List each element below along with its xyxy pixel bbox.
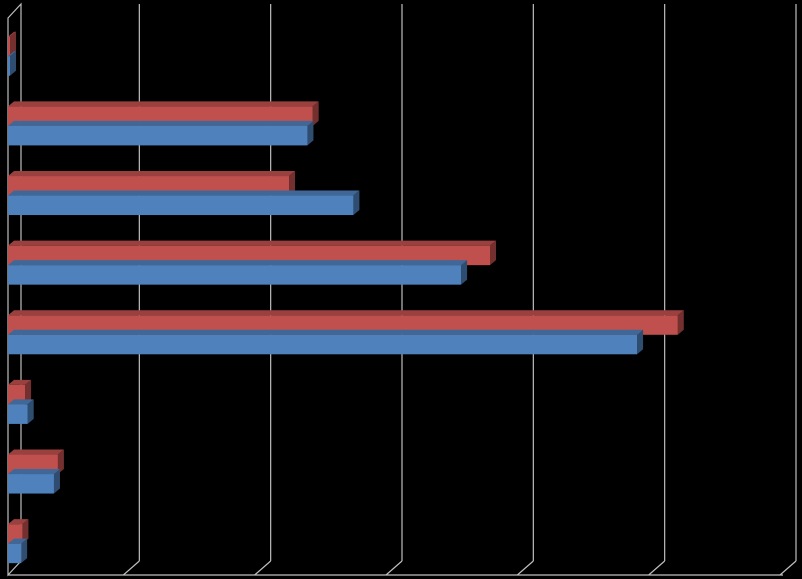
bar-front (8, 56, 10, 76)
bar-top (8, 469, 60, 475)
bar-front (8, 543, 22, 564)
bar-end (21, 538, 28, 564)
gridline-floor (122, 560, 140, 576)
bar-end (22, 519, 29, 544)
bar-end (289, 171, 296, 196)
bar-top (8, 260, 468, 266)
gridline-floor (385, 560, 403, 576)
bar-top (8, 240, 496, 246)
bar (8, 469, 60, 494)
bar-end (312, 101, 319, 126)
bar (8, 120, 314, 146)
bar-top (8, 51, 16, 57)
bar-top (8, 171, 296, 177)
bar-end (53, 469, 60, 494)
bar-top (8, 399, 34, 405)
bar (8, 190, 360, 216)
bars (8, 31, 684, 564)
bar (8, 329, 644, 355)
bar-end (27, 399, 34, 424)
bar-front (8, 265, 462, 285)
bar (8, 260, 468, 285)
bar (8, 31, 16, 57)
bar-end (57, 449, 64, 475)
bar-top (8, 519, 29, 525)
chart-walls (7, 2, 783, 577)
bar-top (8, 379, 32, 385)
gridlines (122, 4, 797, 576)
bar-end (637, 329, 644, 355)
bar (8, 51, 16, 76)
bar-end (10, 31, 16, 57)
bar-front (8, 195, 354, 216)
bar-top (8, 449, 64, 455)
bar-top (8, 329, 644, 335)
bar-end (10, 51, 16, 76)
bar-top (8, 310, 684, 316)
bar (8, 399, 34, 424)
bar-end (307, 120, 314, 146)
gridline-floor (516, 560, 534, 576)
gridline-floor (254, 560, 272, 576)
bar-front (8, 334, 638, 355)
bar-top (8, 31, 16, 37)
bar-front (8, 36, 10, 57)
bar-end (677, 310, 684, 335)
gridline-floor (779, 560, 797, 576)
bar-front (8, 474, 54, 494)
gridline-floor (648, 560, 666, 576)
bar-end (461, 260, 468, 285)
bar-end (353, 190, 360, 216)
bar-top (8, 190, 360, 196)
bar-end (489, 240, 496, 266)
bar-front (8, 125, 308, 146)
bar-top (8, 120, 314, 126)
bar-front (8, 404, 28, 424)
bar (8, 538, 28, 564)
bar-end (25, 379, 32, 405)
bar-top (8, 101, 319, 107)
bar-top (8, 538, 28, 544)
